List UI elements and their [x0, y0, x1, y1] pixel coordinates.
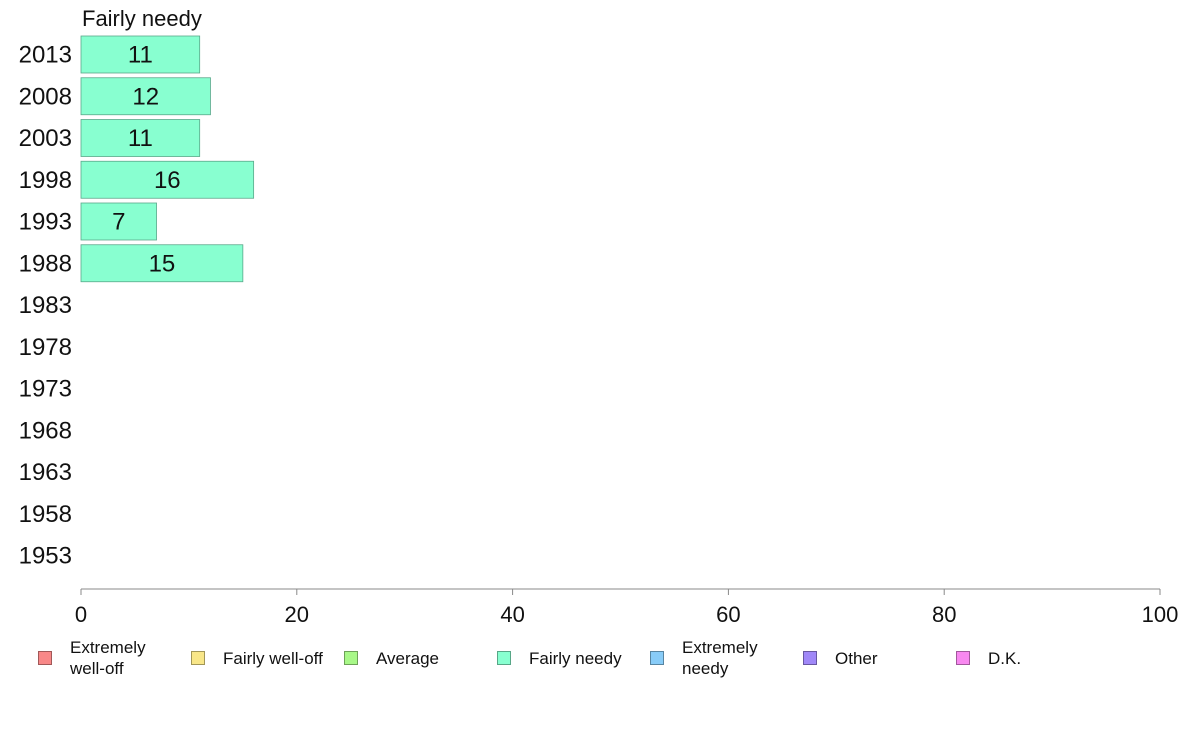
bar — [80, 160, 255, 199]
legend-item: Other — [803, 636, 878, 680]
bar-data-label: 7 — [112, 209, 125, 236]
legend-label: Fairly needy — [529, 648, 622, 668]
y-tick-label: 1988 — [19, 250, 72, 277]
bar — [80, 77, 211, 116]
x-tick-label: 100 — [1142, 602, 1179, 627]
legend-item: Fairly well-off — [191, 636, 323, 680]
bar-data-label: 16 — [154, 167, 181, 194]
y-tick-label: 1968 — [19, 417, 72, 444]
bar — [80, 119, 201, 157]
bar-data-label: 11 — [128, 125, 153, 152]
y-tick-label: 1978 — [19, 334, 72, 361]
legend-swatch — [497, 651, 511, 665]
legend-label: Extremely needy — [682, 638, 758, 678]
legend-swatch — [38, 651, 52, 665]
legend-item: D.K. — [956, 636, 1021, 680]
y-tick-label: 2008 — [19, 83, 72, 110]
legend-item: Fairly needy — [497, 636, 622, 680]
x-tick-label: 80 — [932, 602, 956, 627]
x-axis: 0 20 40 60 80 100 — [75, 588, 1179, 627]
legend-swatch — [650, 651, 664, 665]
legend-label: Fairly well-off — [223, 648, 323, 668]
legend-label: D.K. — [988, 648, 1022, 668]
x-tick-label: 0 — [75, 602, 87, 627]
legend-label: Other — [835, 648, 878, 668]
legend-swatch — [191, 651, 205, 665]
y-tick-label: 2013 — [19, 42, 72, 69]
y-tick-label: 1983 — [19, 292, 72, 319]
legend-swatch — [956, 651, 970, 665]
bar — [80, 35, 201, 74]
legend-item: Average — [344, 636, 439, 680]
legend-label: Average — [376, 648, 440, 668]
y-tick-label: 1973 — [19, 376, 72, 403]
y-tick-label: 1963 — [19, 459, 72, 486]
legend-label: Extremely well-off — [70, 638, 146, 678]
x-tick-label: 60 — [716, 602, 740, 627]
y-tick-label: 1993 — [19, 209, 72, 236]
legend-swatch — [803, 651, 817, 665]
legend-item: Extremely needy — [650, 636, 758, 680]
y-axis-labels: 2013 2008 2003 1998 1993 1988 1983 1978 1973 1968… — [19, 42, 72, 570]
legend: Extremely well-off Fairly well-off Average… — [38, 636, 1158, 686]
legend-swatch — [344, 651, 358, 665]
legend-item: Extremely well-off — [38, 636, 146, 680]
y-tick-label: 1958 — [19, 501, 72, 528]
bar-data-label: 12 — [132, 83, 159, 110]
y-tick-label: 2003 — [19, 125, 72, 152]
y-tick-label: 1998 — [19, 167, 72, 194]
x-tick-label: 40 — [500, 602, 524, 627]
chart-title: Fairly needy — [82, 6, 202, 31]
y-tick-label: 1953 — [19, 543, 72, 570]
bar-data-label: 15 — [149, 250, 176, 277]
x-tick-label: 20 — [285, 602, 309, 627]
bar — [80, 244, 244, 283]
bar — [80, 202, 157, 241]
bar-chart: Fairly needy 2013 2008 2003 1998 1993 1988 198… — [19, 6, 1179, 627]
bar-data-label: 11 — [128, 42, 153, 69]
